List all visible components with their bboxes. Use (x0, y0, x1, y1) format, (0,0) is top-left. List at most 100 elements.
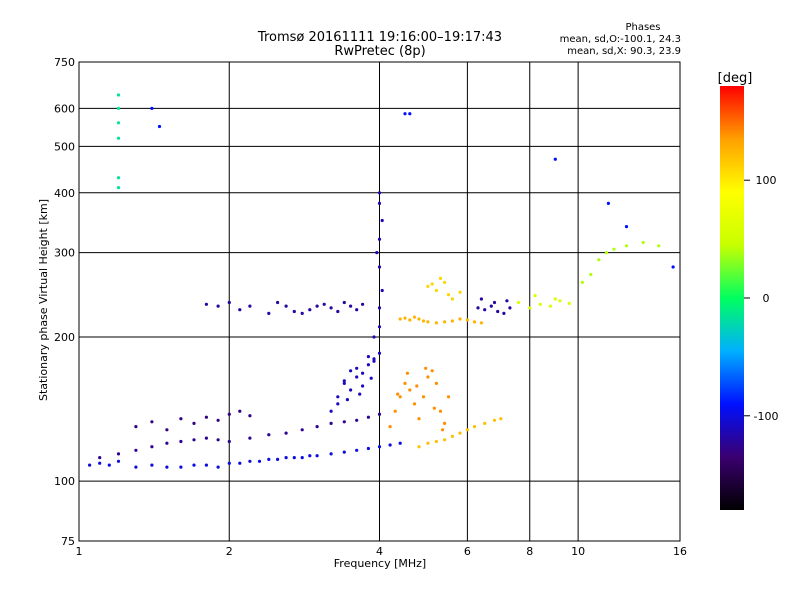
data-point (366, 363, 370, 367)
data-point (165, 428, 169, 432)
data-point (417, 445, 421, 449)
grid-lines (79, 62, 680, 541)
data-point (134, 425, 138, 429)
data-point (377, 351, 382, 355)
phase-legend-o: mean, sd,O:-100.1, 24.3 (560, 34, 681, 45)
data-point (204, 463, 208, 467)
data-point (388, 443, 392, 447)
data-point (366, 415, 370, 419)
data-point (612, 247, 616, 251)
data-point (150, 420, 154, 424)
data-point (116, 121, 121, 125)
data-point (355, 448, 359, 452)
data-point (377, 265, 382, 269)
data-point (361, 302, 365, 306)
data-point (329, 306, 333, 310)
data-point (440, 428, 445, 432)
y-tick-label: 400 (54, 187, 75, 200)
phase-legend-x: mean, sd,X: 90.3, 23.9 (567, 46, 681, 57)
data-point (472, 320, 477, 324)
data-point (517, 300, 521, 305)
plot-frame (78, 61, 681, 542)
data-point (426, 284, 430, 288)
data-point (426, 320, 430, 324)
data-point (257, 459, 262, 463)
data-point (355, 308, 359, 312)
data-point (342, 381, 346, 385)
data-point (366, 446, 370, 451)
data-point (443, 421, 447, 425)
y-tick-label: 750 (54, 56, 75, 69)
data-point (450, 434, 454, 438)
x-tick-label: 10 (571, 545, 585, 558)
data-point (248, 459, 252, 463)
data-point (248, 304, 252, 308)
data-point (472, 425, 477, 429)
data-point (405, 371, 409, 375)
data-point (505, 299, 509, 303)
data-point (238, 461, 242, 465)
chart-subtitle: RwPretec (8p) (334, 44, 425, 59)
y-tick-label: 75 (61, 535, 75, 548)
data-point (479, 297, 483, 301)
x-tick-label: 16 (673, 545, 687, 558)
data-point (227, 412, 231, 416)
data-point (465, 428, 469, 432)
data-point (398, 395, 402, 399)
data-point (528, 306, 532, 310)
data-point (98, 461, 102, 465)
data-point (308, 308, 312, 312)
data-point (426, 375, 430, 379)
data-point (227, 300, 231, 305)
data-point (434, 381, 438, 385)
data-point (329, 409, 333, 413)
data-point (116, 93, 121, 97)
data-point (216, 438, 220, 442)
data-point (336, 402, 340, 406)
data-point (434, 439, 438, 444)
data-point (300, 456, 304, 460)
data-point (671, 265, 675, 269)
data-point (192, 421, 196, 425)
data-point (430, 369, 434, 373)
data-point (377, 445, 382, 449)
data-point (458, 290, 462, 294)
data-point (412, 315, 417, 319)
data-point (276, 457, 280, 461)
data-point (349, 369, 353, 373)
data-point (107, 463, 111, 467)
x-tick-label: 4 (376, 545, 383, 558)
y-tick-label: 200 (54, 331, 75, 344)
data-point (366, 355, 370, 359)
x-axis-label: Frequency [MHz] (334, 557, 426, 570)
data-point (446, 293, 451, 297)
data-point (377, 191, 382, 195)
data-point (248, 414, 252, 418)
data-point (336, 309, 340, 314)
data-point (606, 201, 611, 205)
data-point (450, 297, 454, 301)
data-point (361, 371, 365, 375)
data-point (438, 409, 443, 413)
data-point (216, 418, 220, 422)
colorbar-ticks: 100 0 -100 (744, 174, 778, 423)
data-point (580, 280, 585, 284)
data-point (380, 218, 384, 223)
data-point (377, 201, 382, 205)
data-point (329, 452, 333, 456)
data-point (284, 304, 288, 308)
data-point (192, 438, 196, 442)
data-point (458, 317, 462, 321)
data-point (345, 398, 349, 402)
data-point (216, 304, 220, 308)
data-point (216, 465, 220, 469)
data-point (372, 335, 376, 339)
data-point (116, 186, 121, 190)
data-point (458, 431, 462, 435)
data-point (553, 157, 557, 161)
data-point (380, 288, 384, 293)
data-point (476, 306, 480, 310)
data-point (116, 106, 121, 110)
data-point (538, 302, 542, 306)
